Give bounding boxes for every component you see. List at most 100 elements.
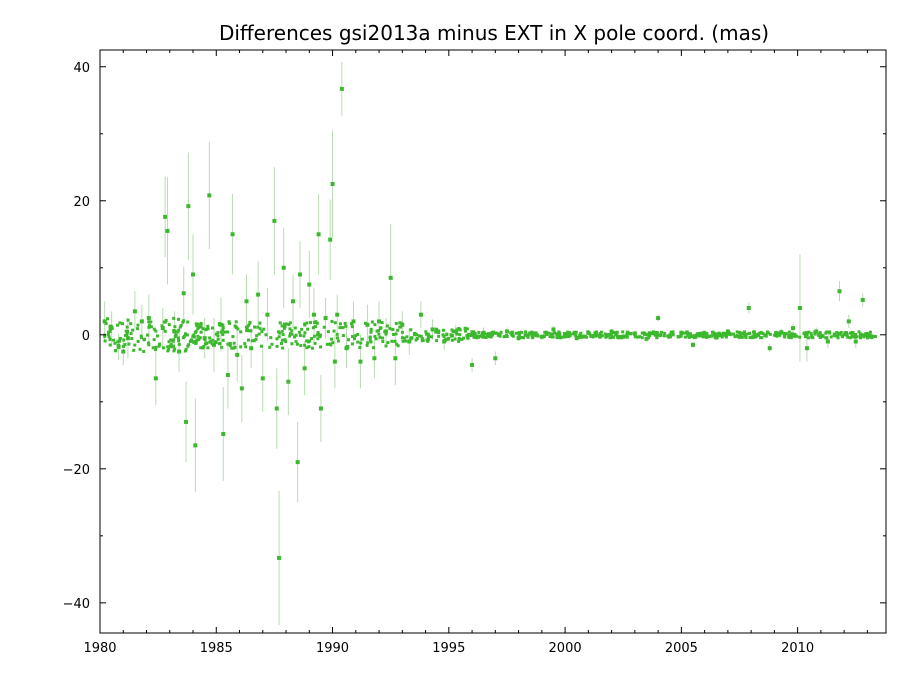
background-point	[627, 331, 631, 335]
background-point	[206, 327, 210, 331]
background-point	[666, 334, 670, 338]
background-point	[214, 332, 218, 336]
data-point	[297, 272, 302, 277]
background-point	[424, 330, 428, 334]
background-point	[281, 346, 285, 350]
y-tick-label: 40	[73, 61, 90, 76]
data-point	[291, 299, 296, 304]
background-point	[710, 334, 714, 338]
background-point	[763, 334, 767, 338]
background-point	[108, 343, 112, 347]
background-point	[550, 332, 554, 336]
data-point	[656, 316, 661, 321]
background-point	[199, 325, 203, 329]
background-point	[694, 335, 698, 339]
background-point	[806, 336, 810, 340]
background-point	[293, 326, 297, 330]
background-point	[113, 341, 117, 345]
background-point	[434, 327, 438, 331]
background-point	[437, 334, 441, 338]
background-point	[317, 332, 321, 336]
chart-title: Differences gsi2013a minus EXT in X pole…	[219, 21, 769, 45]
background-point	[177, 342, 181, 346]
data-point	[286, 379, 291, 384]
background-point	[470, 330, 474, 334]
data-point	[191, 272, 196, 277]
background-point	[123, 333, 127, 337]
data-point	[153, 376, 158, 381]
background-point	[280, 324, 284, 328]
data-point	[311, 312, 316, 317]
background-point	[312, 334, 316, 338]
background-point	[125, 331, 129, 335]
background-point	[420, 336, 424, 340]
background-point	[216, 334, 220, 338]
data-point	[160, 326, 165, 331]
background-point	[176, 336, 180, 340]
data-point	[146, 316, 151, 321]
background-point	[154, 345, 158, 349]
data-point	[221, 431, 226, 436]
data-point	[239, 386, 244, 391]
background-point	[368, 336, 372, 340]
y-tick-label: 0	[82, 329, 90, 344]
background-point	[325, 342, 329, 346]
background-point	[472, 335, 476, 339]
background-point	[161, 346, 165, 350]
background-point	[731, 332, 735, 336]
background-point	[208, 336, 212, 340]
background-point	[288, 327, 292, 331]
background-point	[614, 331, 618, 335]
background-point	[179, 323, 183, 327]
background-point	[798, 335, 802, 339]
background-point	[833, 334, 837, 338]
background-point	[457, 337, 461, 341]
background-point	[121, 322, 125, 326]
x-tick-label: 2005	[665, 641, 698, 656]
background-point	[636, 335, 640, 339]
background-point	[204, 341, 208, 345]
background-point	[233, 345, 237, 349]
background-point	[484, 336, 488, 340]
background-point	[284, 340, 288, 344]
data-point	[621, 334, 626, 339]
data-point	[172, 329, 177, 334]
background-point	[162, 320, 166, 324]
background-point	[487, 332, 491, 336]
data-point	[274, 406, 279, 411]
background-point	[651, 330, 655, 334]
background-point	[450, 328, 454, 332]
data-point	[307, 282, 312, 287]
background-point	[384, 332, 388, 336]
background-point	[460, 337, 464, 341]
background-point	[404, 339, 408, 343]
background-point	[197, 337, 201, 341]
background-point	[146, 341, 150, 345]
data-point	[332, 359, 337, 364]
background-point	[305, 346, 309, 350]
data-point	[746, 305, 751, 310]
background-point	[829, 335, 833, 339]
background-point	[435, 339, 439, 343]
background-point	[509, 331, 513, 335]
data-point	[265, 312, 270, 317]
background-point	[257, 332, 261, 336]
data-point	[365, 322, 370, 327]
background-point	[490, 331, 494, 335]
background-point	[306, 327, 310, 331]
background-point	[617, 336, 621, 340]
background-point	[184, 347, 188, 351]
background-point	[183, 349, 187, 353]
background-point	[256, 325, 260, 329]
background-point	[305, 339, 309, 343]
background-point	[307, 345, 311, 349]
background-point	[173, 325, 177, 329]
background-point	[656, 333, 660, 337]
background-point	[260, 344, 264, 348]
background-point	[218, 341, 222, 345]
background-point	[247, 338, 251, 342]
x-tick-label: 2010	[781, 641, 814, 656]
background-point	[338, 322, 342, 326]
background-point	[692, 334, 696, 338]
background-point	[187, 343, 191, 347]
